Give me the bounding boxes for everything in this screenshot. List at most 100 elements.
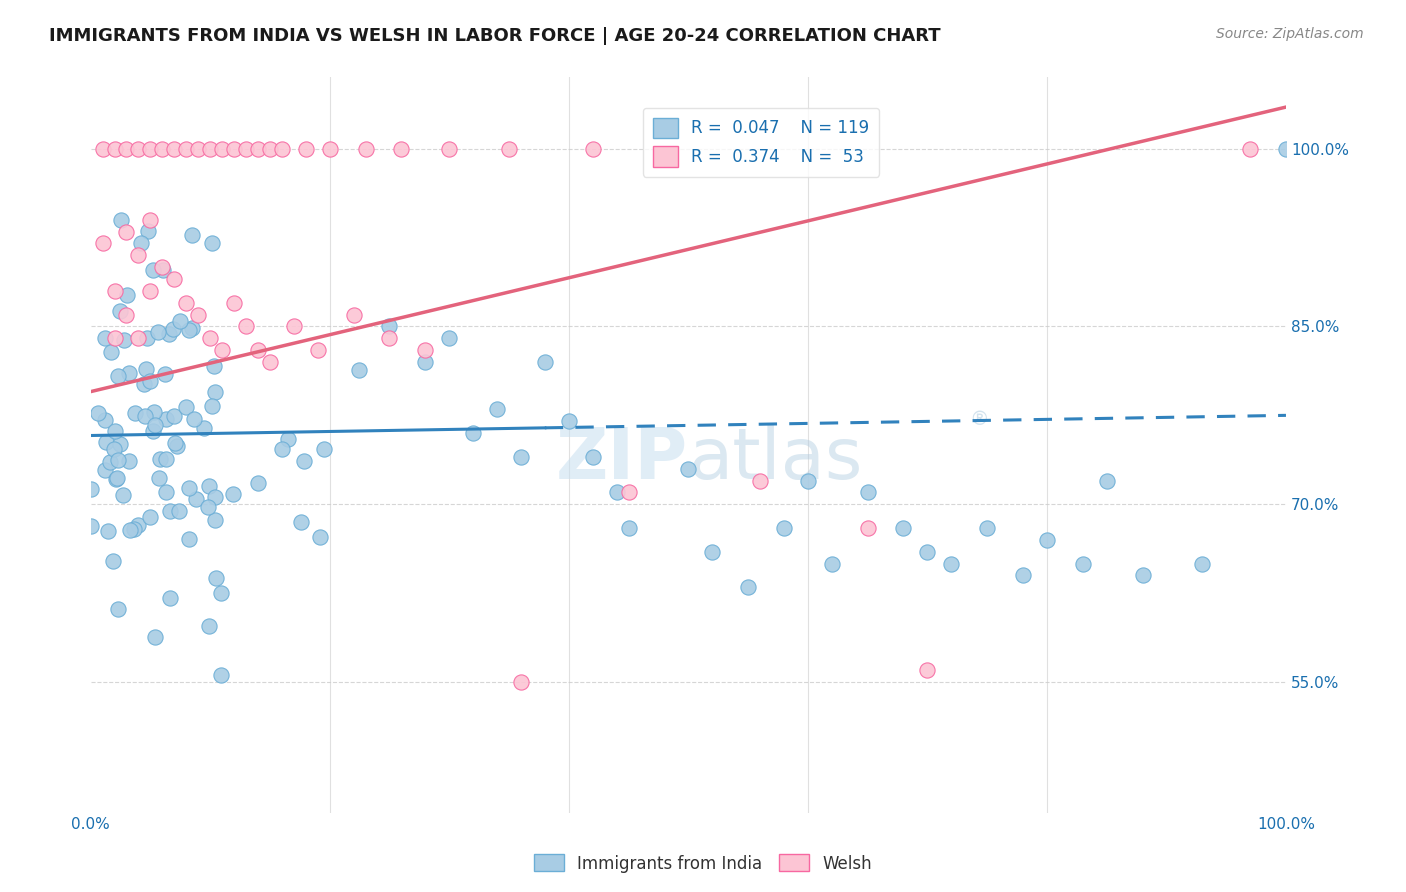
Point bbox=[127, 142, 149, 156]
Point bbox=[510, 450, 533, 464]
Point bbox=[797, 474, 820, 488]
Point bbox=[159, 504, 181, 518]
Point bbox=[246, 343, 269, 358]
Point bbox=[702, 544, 724, 558]
Point bbox=[292, 454, 315, 468]
Point bbox=[749, 474, 772, 488]
Point bbox=[80, 519, 103, 533]
Point bbox=[270, 142, 292, 156]
Point bbox=[148, 325, 170, 339]
Point bbox=[413, 343, 436, 358]
Point bbox=[94, 434, 117, 449]
Point bbox=[107, 602, 129, 616]
Point bbox=[183, 411, 205, 425]
Point bbox=[139, 212, 162, 227]
Point bbox=[143, 405, 166, 419]
Point bbox=[163, 409, 186, 423]
Point bbox=[127, 331, 149, 345]
Point bbox=[259, 142, 281, 156]
Point bbox=[129, 236, 152, 251]
Point bbox=[198, 331, 221, 345]
Point bbox=[100, 344, 122, 359]
Point bbox=[211, 343, 233, 358]
Point bbox=[103, 142, 125, 156]
Point bbox=[177, 481, 200, 495]
Point bbox=[737, 580, 759, 594]
Point bbox=[110, 213, 132, 227]
Point bbox=[142, 424, 165, 438]
Point bbox=[94, 463, 117, 477]
Point bbox=[169, 504, 191, 518]
Point bbox=[155, 411, 177, 425]
Point bbox=[856, 485, 879, 500]
Point bbox=[80, 483, 103, 497]
Point bbox=[617, 485, 640, 500]
Point bbox=[166, 439, 188, 453]
Point bbox=[91, 236, 114, 251]
Point bbox=[112, 333, 135, 347]
Point bbox=[180, 228, 202, 243]
Point bbox=[148, 471, 170, 485]
Point bbox=[283, 319, 305, 334]
Point bbox=[193, 421, 215, 435]
Point bbox=[202, 359, 225, 373]
Point bbox=[110, 437, 132, 451]
Point bbox=[139, 509, 162, 524]
Point bbox=[155, 452, 177, 467]
Point bbox=[308, 530, 330, 544]
Point bbox=[413, 355, 436, 369]
Point bbox=[201, 399, 224, 413]
Point bbox=[197, 500, 219, 515]
Point bbox=[1275, 142, 1298, 156]
Point bbox=[1239, 142, 1261, 156]
Point bbox=[153, 367, 176, 381]
Point bbox=[1095, 474, 1118, 488]
Point bbox=[174, 142, 197, 156]
Point bbox=[389, 142, 412, 156]
Point bbox=[155, 485, 177, 500]
Point bbox=[174, 401, 197, 415]
Point bbox=[247, 475, 270, 490]
Point bbox=[1071, 557, 1094, 571]
Point bbox=[378, 331, 401, 345]
Point bbox=[150, 260, 173, 274]
Point bbox=[277, 432, 299, 446]
Point bbox=[177, 532, 200, 546]
Point bbox=[378, 319, 401, 334]
Point bbox=[187, 308, 209, 322]
Point bbox=[91, 142, 114, 156]
Point bbox=[150, 142, 173, 156]
Point bbox=[201, 235, 224, 250]
Point bbox=[148, 451, 170, 466]
Point bbox=[187, 142, 209, 156]
Point bbox=[86, 406, 108, 420]
Point bbox=[246, 142, 269, 156]
Point bbox=[134, 376, 156, 391]
Point bbox=[439, 142, 461, 156]
Point bbox=[941, 557, 963, 571]
Point bbox=[1191, 557, 1213, 571]
Point bbox=[582, 450, 605, 464]
Point bbox=[115, 308, 138, 322]
Point bbox=[186, 491, 208, 506]
Text: IMMIGRANTS FROM INDIA VS WELSH IN LABOR FORCE | AGE 20-24 CORRELATION CHART: IMMIGRANTS FROM INDIA VS WELSH IN LABOR … bbox=[49, 27, 941, 45]
Point bbox=[917, 544, 939, 558]
Point bbox=[105, 470, 128, 484]
Point bbox=[222, 295, 245, 310]
Point bbox=[235, 142, 257, 156]
Point bbox=[582, 142, 605, 156]
Point bbox=[606, 485, 628, 500]
Point bbox=[290, 516, 312, 530]
Point bbox=[198, 479, 221, 493]
Point bbox=[510, 675, 533, 690]
Point bbox=[235, 319, 257, 334]
Point bbox=[354, 142, 377, 156]
Point bbox=[138, 374, 160, 388]
Point bbox=[174, 295, 197, 310]
Point bbox=[314, 442, 336, 456]
Point bbox=[105, 472, 128, 486]
Point bbox=[115, 142, 138, 156]
Point bbox=[142, 263, 165, 277]
Point bbox=[204, 513, 226, 527]
Point bbox=[98, 455, 121, 469]
